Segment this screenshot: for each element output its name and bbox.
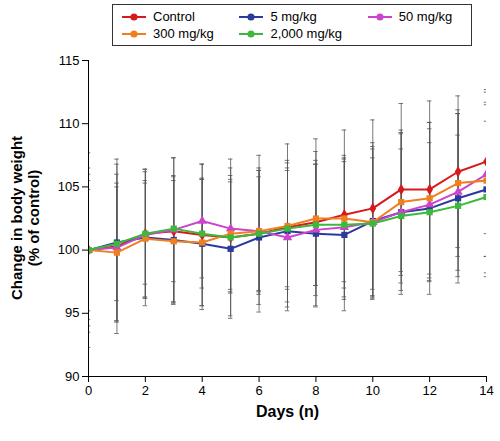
svg-text:14: 14	[479, 383, 493, 398]
svg-text:90: 90	[65, 369, 79, 384]
html-text:Control: Control	[153, 9, 195, 24]
html-text:50 mg/kg: 50 mg/kg	[398, 9, 453, 24]
svg-text:100: 100	[58, 242, 80, 257]
html-text:2,000 mg/kg: 2,000 mg/kg	[270, 26, 342, 41]
svg-text:0: 0	[85, 383, 92, 398]
svg-text:115: 115	[59, 53, 80, 68]
svg-text:6: 6	[255, 383, 262, 398]
svg-text:4: 4	[199, 383, 206, 398]
svg-text:95: 95	[65, 305, 79, 320]
svg-text:105: 105	[58, 179, 80, 194]
html-text:300 mg/kg: 300 mg/kg	[153, 26, 214, 41]
svg-text:2: 2	[142, 383, 149, 398]
svg-text:110: 110	[59, 116, 80, 131]
svg-text:10: 10	[366, 383, 380, 398]
svg-text:Days (n): Days (n)	[256, 403, 319, 420]
svg-text:12: 12	[422, 383, 436, 398]
svg-text:8: 8	[312, 383, 319, 398]
html-text:5 mg/kg: 5 mg/kg	[270, 9, 317, 24]
svg-text:Change in body weight(% of con: Change in body weight(% of control)	[8, 136, 42, 300]
